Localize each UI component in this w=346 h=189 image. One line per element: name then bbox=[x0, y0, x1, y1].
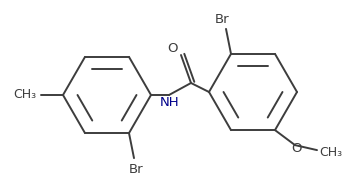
Text: NH: NH bbox=[160, 95, 180, 108]
Text: Br: Br bbox=[129, 163, 143, 176]
Text: CH₃: CH₃ bbox=[13, 88, 37, 101]
Text: O: O bbox=[292, 142, 302, 155]
Text: Br: Br bbox=[215, 13, 229, 26]
Text: O: O bbox=[168, 42, 178, 54]
Text: CH₃: CH₃ bbox=[319, 146, 343, 159]
